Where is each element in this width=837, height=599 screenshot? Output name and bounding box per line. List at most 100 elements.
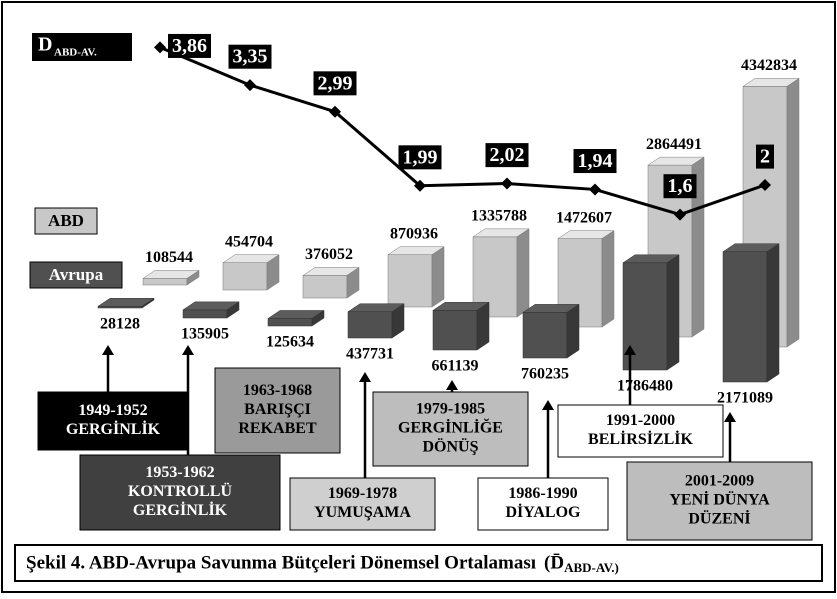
line-point xyxy=(589,183,601,196)
period-name: DÜZENİ xyxy=(688,509,750,528)
value-label: 1,94 xyxy=(578,150,613,172)
legend-swatch xyxy=(32,33,132,61)
label-bg xyxy=(398,145,442,170)
period-years: 1969-1978 xyxy=(328,485,397,502)
bar-side xyxy=(431,246,445,308)
line-point xyxy=(329,105,341,118)
bar-side xyxy=(691,156,705,338)
value-label: 2,99 xyxy=(318,72,353,94)
legend-swatch xyxy=(34,207,98,235)
legend-label-sub: ABD-AV. xyxy=(54,47,97,59)
bar-side xyxy=(666,254,680,371)
data-label: 376052 xyxy=(305,246,353,263)
data-label: 1472607 xyxy=(556,209,612,226)
period-name: YENİ DÜNYA xyxy=(669,490,770,509)
data-label: 2171089 xyxy=(717,390,773,407)
chart-title: Şekil 4. ABD-Avrupa Savunma Bütçeleri Dö… xyxy=(26,552,536,573)
bar-front xyxy=(347,311,393,339)
label-bg xyxy=(756,144,774,169)
period-name: DİYALOG xyxy=(506,502,582,521)
period-years: 1949-1952 xyxy=(78,402,147,419)
legend-label: Avrupa xyxy=(49,265,104,284)
data-label: 135905 xyxy=(181,326,229,343)
bar-side xyxy=(476,301,490,351)
period-box xyxy=(626,461,813,541)
arrow-head xyxy=(624,345,636,355)
bar-front xyxy=(472,236,518,318)
period-name: DÖNÜŞ xyxy=(422,438,478,456)
period-name: REKABET xyxy=(238,420,317,437)
data-label: 454704 xyxy=(225,233,273,250)
period-box xyxy=(372,391,529,467)
bar-front xyxy=(222,262,268,291)
period-name: KONTROLLÜ xyxy=(128,482,232,500)
line-point xyxy=(244,79,256,92)
line-point xyxy=(501,177,513,190)
bar-side xyxy=(226,301,240,319)
value-label-box: 2,99 xyxy=(313,71,357,96)
value-label: 1,99 xyxy=(403,146,438,168)
legend-label: ABD xyxy=(48,211,84,230)
period-box xyxy=(289,477,436,531)
bar-side xyxy=(311,309,325,327)
value-label-box: 3,35 xyxy=(228,44,272,69)
label-bg xyxy=(168,33,211,58)
period-name: GERGİNLİK xyxy=(66,419,161,438)
data-label: 760235 xyxy=(521,366,569,383)
bar-front xyxy=(522,312,568,359)
bar-side xyxy=(141,297,155,309)
period-years: 1986-1990 xyxy=(508,485,577,502)
bar-front xyxy=(387,254,433,308)
period-name: GERGİNLİĞE xyxy=(398,418,503,437)
label-bg xyxy=(485,143,529,168)
arrow-head xyxy=(542,400,554,410)
bar-front xyxy=(182,309,228,319)
value-label: 3,35 xyxy=(233,46,268,68)
value-label: 2 xyxy=(760,146,770,168)
label-bg xyxy=(573,149,617,174)
legend: ABD Avrupa D ABD-AV. xyxy=(29,33,132,289)
value-label-box: 2,02 xyxy=(485,143,529,168)
value-label-box: 1,99 xyxy=(398,145,442,170)
period-box xyxy=(37,391,189,451)
label-bg xyxy=(663,174,697,199)
line-point xyxy=(759,179,771,191)
data-label: 661139 xyxy=(431,358,478,375)
period-box xyxy=(557,404,724,458)
period-name: GERGİNLİK xyxy=(133,500,228,519)
period-years: 2001-2009 xyxy=(685,473,754,490)
period-box xyxy=(79,454,281,531)
arrow-head xyxy=(182,345,194,355)
data-label: 125634 xyxy=(266,334,314,351)
line-point xyxy=(674,208,686,221)
legend-label: D xyxy=(38,34,52,56)
title-box xyxy=(14,544,823,582)
chart-title-subscript: ABD-AV.) xyxy=(564,560,619,575)
data-label: 2864491 xyxy=(646,136,702,153)
bar-side xyxy=(566,303,580,359)
value-label-box: 1,6 xyxy=(663,174,697,199)
bar-side xyxy=(266,254,280,291)
period-box xyxy=(214,367,341,454)
bar-front xyxy=(302,275,348,299)
bar-front xyxy=(432,310,478,351)
bar-side xyxy=(786,77,800,348)
arrow-head xyxy=(724,412,736,422)
bar-side xyxy=(516,228,530,318)
data-label: 1786480 xyxy=(617,378,673,395)
data-label: 1335788 xyxy=(471,208,527,225)
bar-side xyxy=(766,243,780,383)
value-label: 1,6 xyxy=(668,175,693,197)
data-label: 108544 xyxy=(145,249,193,266)
bar-side xyxy=(346,266,360,299)
period-name: BELİRSİZLİK xyxy=(588,429,693,448)
bar-side xyxy=(391,303,405,339)
value-label: 3,86 xyxy=(172,35,207,57)
period-name: YUMUŞAMA xyxy=(314,504,411,521)
data-label: 870936 xyxy=(390,225,438,242)
bar-front xyxy=(267,318,313,327)
value-label-box: 1,94 xyxy=(573,149,617,174)
bar-front xyxy=(722,251,768,383)
period-name: BARIŞÇI xyxy=(244,401,311,418)
line xyxy=(159,45,766,217)
